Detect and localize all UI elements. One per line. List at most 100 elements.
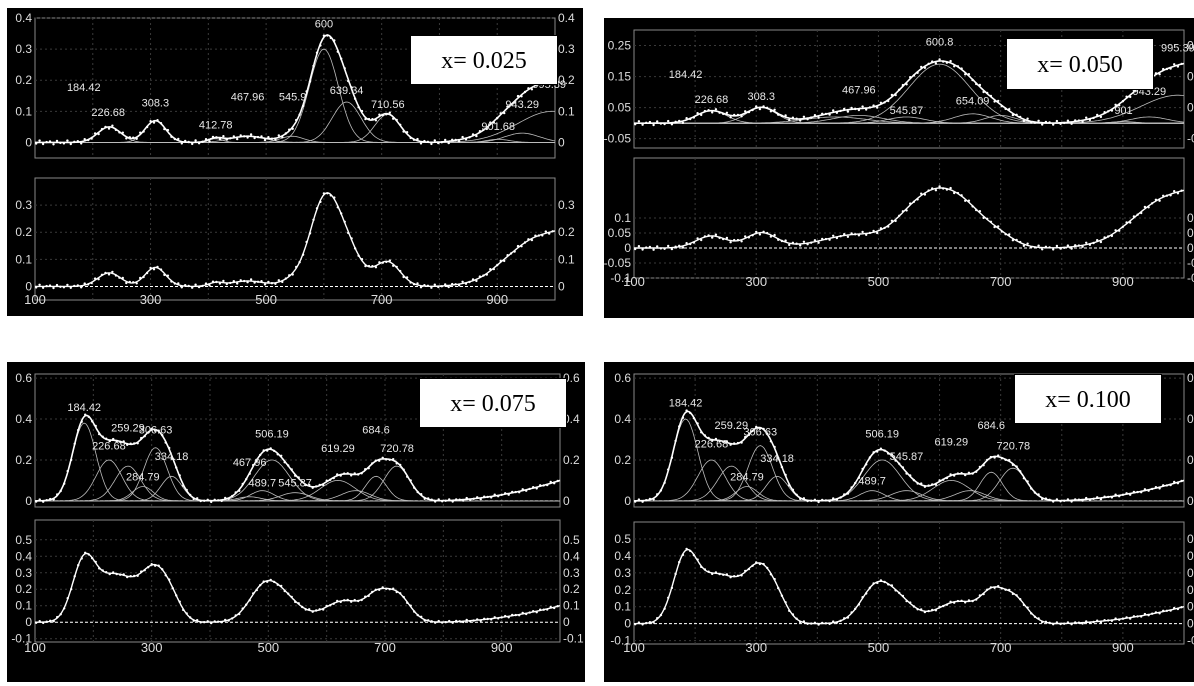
spectrum-data-point <box>294 600 297 604</box>
ytick-label-right: 0.3 <box>558 42 575 56</box>
spectrum-data-point <box>1110 109 1114 112</box>
spectrum-data-point <box>45 284 48 288</box>
ytick-label-right: 0.3 <box>563 566 580 580</box>
spectrum-data-point <box>784 239 787 242</box>
spectrum-data-point <box>128 136 131 139</box>
spectrum-data-point <box>898 214 901 217</box>
spectrum-data-point <box>901 594 905 598</box>
spectrum-data-point <box>215 280 218 284</box>
spectrum-data-point <box>1125 95 1128 98</box>
spectrum-data-point <box>1004 458 1007 461</box>
composition-label: x= 0.025 <box>410 35 558 85</box>
spectrum-data-point <box>780 594 784 597</box>
spectrum-data-point <box>843 617 846 620</box>
spectrum-data-point <box>451 138 454 141</box>
spectrum-data-point <box>152 121 156 124</box>
spectrum-data-point <box>409 479 412 482</box>
spectrum-data-point <box>1015 465 1018 468</box>
spectrum-data-point <box>997 585 1000 588</box>
peak-label: 259.29 <box>715 420 749 432</box>
ytick-label-left: 0.4 <box>614 549 631 563</box>
spectrum-data-point <box>217 620 220 623</box>
spectrum-data-point <box>934 483 938 486</box>
spectrum-data-point <box>751 108 754 112</box>
spectrum-data-point <box>527 238 530 241</box>
spectrum-data-point <box>52 143 55 146</box>
spectrum-data-point <box>246 136 249 139</box>
spectrum-data-point <box>274 282 277 285</box>
spectrum-data-point <box>304 608 307 611</box>
peak-label: 545.87 <box>890 451 924 463</box>
spectrum-data-point <box>1125 221 1128 224</box>
spectrum-data-point <box>191 142 194 146</box>
xtick-label: 100 <box>623 274 645 289</box>
spectrum-data-point <box>402 275 405 279</box>
peak-label: 412.78 <box>199 119 233 131</box>
spectrum-data-point <box>59 285 62 288</box>
spectrum-data-point <box>458 498 461 501</box>
spectrum-data-point <box>777 238 780 241</box>
spectrum-data-point <box>744 235 747 238</box>
spectrum-data-point <box>678 560 681 564</box>
ytick-label-right: 0.5 <box>563 533 580 547</box>
spectrum-data-point <box>942 60 945 63</box>
spectrum-data-point <box>828 238 831 241</box>
spectrum-data-point <box>1085 496 1088 500</box>
spectrum-data-point <box>118 276 121 279</box>
spectrum-data-point <box>751 234 754 237</box>
spectrum-data-point <box>541 234 544 237</box>
spectrum-data-point <box>971 205 974 208</box>
spectrum-data-point <box>346 598 349 602</box>
spectrum-data-point <box>184 284 187 287</box>
spectrum-data-point <box>343 599 346 602</box>
spectrum-data-point <box>876 106 879 109</box>
spectrum-data-point <box>447 141 450 145</box>
spectrum-data-point <box>319 44 322 47</box>
spectrum-data-point <box>87 415 90 418</box>
spectrum-data-point <box>173 282 176 285</box>
peak-label: 600 <box>315 18 333 30</box>
spectrum-data-point <box>416 282 419 285</box>
spectrum-data-point <box>139 276 142 280</box>
peak-label: 506.19 <box>255 428 289 440</box>
spectrum-data-point <box>916 71 919 74</box>
spectrum-data-point <box>295 265 298 269</box>
peak-label: 545.87 <box>278 478 312 490</box>
spectrum-data-point <box>534 234 537 237</box>
ytick-label-right: 0.2 <box>563 582 580 596</box>
spectrum-data-point <box>52 498 55 501</box>
spectrum-data-point <box>231 617 234 620</box>
spectrum-data-point <box>539 484 542 487</box>
xtick-label: 900 <box>1112 274 1134 289</box>
spectrum-data-point <box>832 109 835 112</box>
spectrum-data-point <box>231 494 234 498</box>
spectrum-data-point <box>674 245 677 248</box>
ytick-label-right: 0.4 <box>563 549 580 563</box>
spectrum-data-point <box>308 80 312 83</box>
spectrum-data-point <box>1081 120 1084 124</box>
spectrum-data-point <box>865 463 868 466</box>
spectrum-data-point <box>266 449 269 452</box>
spectrum-data-point <box>402 468 405 471</box>
spectrum-data-point <box>971 599 974 603</box>
spectrum-data-point <box>416 613 419 617</box>
spectrum-data-point <box>388 111 391 114</box>
spectrum-data-point <box>56 615 59 619</box>
spectrum-data-point <box>112 571 115 574</box>
spectrum-data-point <box>87 283 90 286</box>
ytick-label-left: -0.1 <box>610 271 631 285</box>
spectrum-data-point <box>528 611 531 614</box>
spectrum-data-point <box>304 483 307 487</box>
spectrum-data-point <box>747 110 751 114</box>
ytick-label-left: 0.2 <box>15 225 32 239</box>
spectrum-data-point <box>920 192 923 195</box>
spectrum-data-point <box>868 456 872 459</box>
spectrum-data-point <box>1077 621 1081 624</box>
spectrum-data-point <box>997 454 1000 457</box>
spectrum-data-point <box>769 440 773 443</box>
spectrum-data-point <box>288 274 291 277</box>
spectrum-data-point <box>166 274 170 277</box>
spectrum-data-point <box>795 617 798 620</box>
spectrum-data-point <box>93 277 97 280</box>
spectrum-data-point <box>544 230 547 233</box>
